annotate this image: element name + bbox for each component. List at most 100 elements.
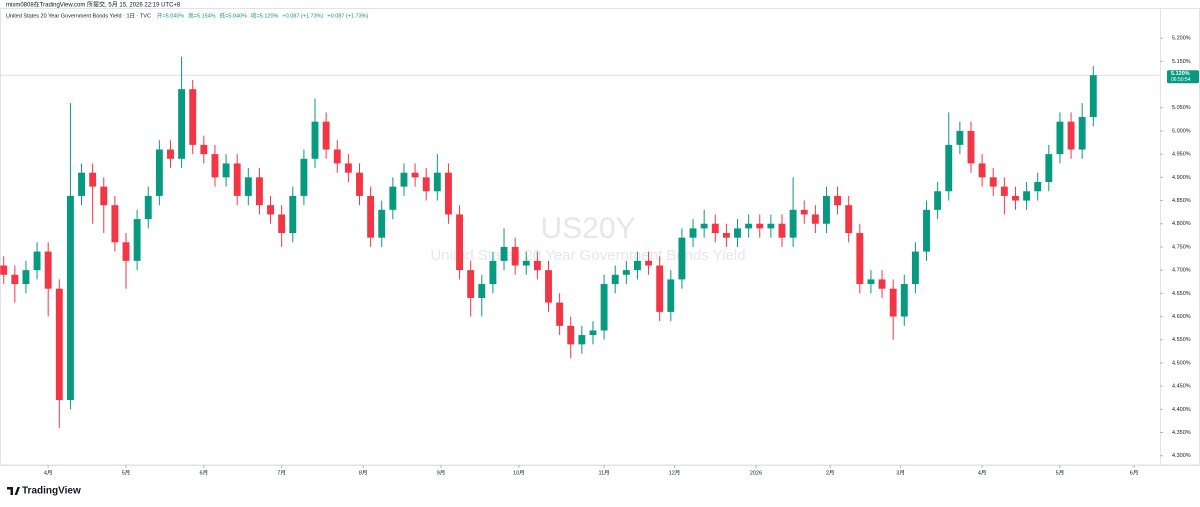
x-tick-label: 11月 [598,469,609,476]
candle-body [767,223,775,229]
legend-value: 收=5.120% [251,11,278,19]
candle-body [44,251,52,289]
y-tick-label: 4.400% [1172,407,1191,413]
last-price-box [1167,70,1199,84]
candle-body [578,335,586,345]
candle-body [267,205,274,215]
watermark-subtitle: United States 20 Year Government Bonds Y… [430,247,745,264]
candle-body [222,163,230,178]
candle-body [556,302,564,326]
candle-body [411,172,419,178]
footer-logo: TradingView [7,486,81,497]
candle-body [111,205,119,243]
last-price-label: 5.120% [1171,71,1190,77]
candle-body [789,209,797,238]
candle-body [856,233,864,285]
logo-icon [7,487,20,495]
x-tick-label: 4月 [44,469,53,476]
watermark: US20Y [540,212,635,245]
candle-body [233,163,241,196]
candle-body [478,284,486,298]
candle-body [189,89,197,145]
candle-body [322,121,330,150]
candle-body [167,149,174,159]
x-tick-label: 2026 [750,470,762,476]
legend-symbol: United States 20 Year Government Bonds Y… [6,12,151,19]
candle-body [1023,191,1031,201]
legend-change: +0.087 (+1.73%) [327,13,368,19]
candle-body [756,223,764,229]
candle-body [1078,117,1086,150]
y-tick-label: 4.800% [1172,221,1191,227]
candle-body [311,121,319,159]
candle-body [1000,186,1008,196]
candle-body [1089,75,1097,118]
y-tick-label: 4.300% [1172,453,1191,459]
candle-body [867,279,875,285]
candle-body [945,144,953,192]
legend-change: +0.087 (+1.73%) [282,13,323,19]
candle-body [244,177,252,196]
y-tick-label: 5.050% [1172,105,1191,111]
candle-body [611,274,619,285]
candle-body [589,330,597,336]
candle-body [55,288,63,401]
candle-body [500,246,508,261]
x-tick-label: 4月 [978,469,987,476]
y-tick-label: 4.500% [1172,360,1191,366]
legend-value: 开=5.040% [157,12,184,19]
candle-body [178,89,186,159]
y-tick-label: 4.750% [1172,244,1191,250]
candle-body [878,279,886,289]
candle-body [378,209,386,238]
candle-body [689,228,697,238]
logo-text: TradingView [22,486,81,497]
x-tick-label: 5月 [1056,469,1065,476]
candle-body [133,219,141,261]
candles [0,56,1097,428]
candle-body [433,172,441,192]
x-tick-label: 12月 [669,469,681,476]
candle-body [900,284,908,317]
candle-body [711,223,719,234]
candle-body [811,214,819,224]
candle-body [100,186,108,206]
candle-body [989,177,997,187]
candle-body [356,172,363,196]
y-tick-label: 4.650% [1172,291,1191,297]
candle-body [600,284,608,331]
caption: mixm0808在TradingView.com 所提交, 5月 15, 202… [6,1,181,9]
candle-body [745,223,753,229]
candle-body [344,163,352,173]
candle-body [289,195,297,234]
y-tick-label: 4.900% [1172,175,1191,181]
candle-body [278,214,286,234]
candle-body [734,228,741,238]
candle-body [956,130,964,145]
candle-body [889,288,897,317]
candle-body [22,270,30,285]
candle-body [367,195,375,238]
candle-body [1067,121,1075,150]
candle-body [511,246,519,266]
candle-body [0,265,8,275]
y-tick-label: 4.850% [1172,198,1191,204]
candle-body [800,209,808,215]
candle-body [66,195,74,401]
legend-value: 低=5.040% [220,11,247,19]
x-tick-label: 7月 [277,469,286,476]
y-tick-label: 4.600% [1172,314,1191,320]
x-tick-label: 2月 [826,469,835,476]
candle-body [911,251,919,285]
candle-body [489,260,497,285]
candle-body [545,270,552,303]
countdown: 06:50:54 [1171,77,1191,83]
candle-body [823,195,830,224]
candle-body [155,149,163,196]
y-tick-label: 4.350% [1172,430,1191,436]
x-tick-label: 9月 [437,469,446,476]
candle-body [255,177,263,206]
candle-body [633,260,641,271]
y-tick-label: 4.950% [1172,152,1191,158]
